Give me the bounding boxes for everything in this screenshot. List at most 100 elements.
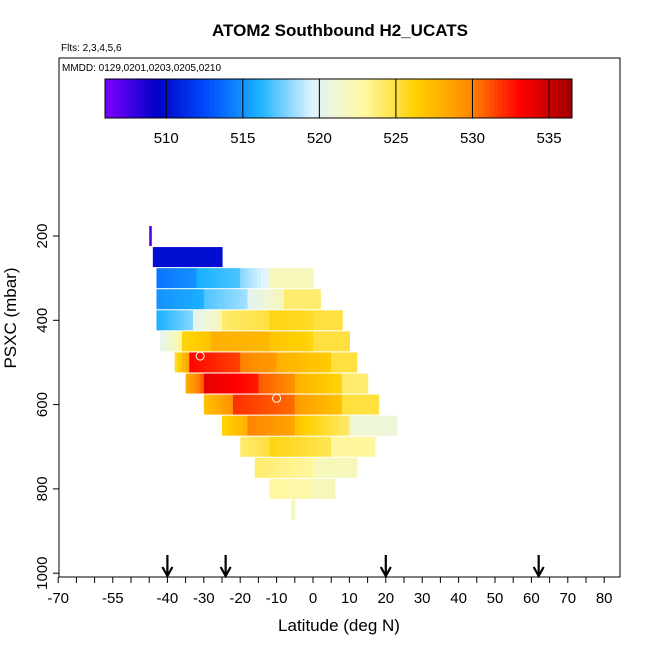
heatmap-cell [341,331,346,352]
highlight-points [195,351,282,403]
heatmap-cell [205,247,211,268]
colorbar-swatch [326,79,332,118]
heatmap-cell [338,373,343,394]
heatmap-cell [243,415,249,436]
chart-title: ATOM2 Southbound H2_UCATS [212,21,468,40]
heatmap-cell [206,331,212,352]
heatmap-cell [309,478,314,499]
heatmap-cell [258,373,264,394]
heatmap-cell [359,373,364,394]
colorbar-swatch [233,79,238,118]
heatmap-cell [241,394,246,415]
heatmap-cell [235,289,241,310]
heatmap-cell [168,268,174,289]
heatmap-cell [310,415,315,436]
colorbar-swatch [400,79,406,118]
heatmap-cell [313,331,318,352]
heatmap-cell [173,331,179,352]
colorbar-tick-label: 520 [307,130,332,147]
heatmap-cell [351,436,356,457]
colorbar-swatch [451,79,456,118]
colorbar-swatch [466,79,472,118]
heatmap-cell [343,352,349,373]
heatmap-cell [252,436,258,457]
heatmap-cell [203,289,209,310]
colorbar-swatch [416,79,421,118]
heatmap-cell [281,436,287,457]
heatmap-cell [334,373,339,394]
heatmap-cell [172,289,177,310]
heatmap-cell [349,415,354,436]
colorbar-swatch [143,79,149,118]
heatmap-cell [200,373,205,394]
heatmap-cell [240,436,245,457]
colorbar-swatch [435,79,441,118]
heatmap-cell [266,373,272,394]
heatmap-cell [191,289,197,310]
heatmap-cell [289,457,295,478]
heatmap-cell [226,415,232,436]
heatmap-cell [335,352,341,373]
heatmap-cell [282,415,288,436]
colorbar-swatch [198,79,203,118]
heatmap-cell [369,415,374,436]
heatmap-cell [388,415,394,436]
colorbar-swatch [385,79,390,118]
heatmap-cell [246,331,251,352]
heatmap-cell [380,415,386,436]
heatmap-cell [312,289,317,310]
heatmap-cell [160,247,166,268]
heatmap-cell [337,331,342,352]
heatmap-cell [294,415,300,436]
heatmap-cell [156,289,162,310]
heatmap-cell [346,394,351,415]
heatmap-cell [269,478,274,499]
heatmap-cell [222,331,228,352]
heatmap-cell [207,394,213,415]
heatmap-cell [185,247,191,268]
heatmap-cell [205,310,211,331]
heatmap-cell [245,394,251,415]
colorbar-swatch [245,79,250,118]
heatmap-cell [219,373,224,394]
heatmap-cell [198,331,204,352]
arrow-head [532,566,545,579]
heatmap-cell [269,436,275,457]
colorbar-swatch [330,79,336,118]
heatmap-cell [207,289,213,310]
colorbar-swatch [346,79,351,118]
colorbar-swatch [474,79,480,118]
heatmap-cell [306,373,312,394]
heatmap-cell [253,331,259,352]
heatmap-cell [216,352,222,373]
heatmap-cell [230,415,236,436]
heatmap-cell [289,478,294,499]
heatmap-cell [197,352,202,373]
colorbar-swatch [521,79,526,118]
colorbar-swatch [260,79,266,118]
heatmap-cell [263,289,269,310]
heatmap-cell [350,394,355,415]
x-tick-label: 20 [377,590,394,607]
heatmap-cell [358,394,363,415]
x-axis-label: Latitude (deg N) [278,616,400,635]
heatmap-cell [287,289,293,310]
heatmap-cell [230,331,235,352]
arrow-head [161,566,174,579]
heatmap-cell [200,268,206,289]
heatmap-cell [289,331,294,352]
y-axis-label: PSXC (mbar) [1,267,20,368]
heatmap-cell [152,247,158,268]
heatmap-cell [201,352,206,373]
heatmap-cell [281,331,286,352]
colorbar-swatch [447,79,452,118]
heatmap-cell [322,415,327,436]
heatmap-cell [168,331,174,352]
heatmap-cell [211,289,217,310]
heatmap-cell [321,310,327,331]
heatmap-cells [149,226,398,520]
colorbar-swatch [311,79,316,118]
heatmap-cell [298,373,304,394]
heatmap-cell [188,310,194,331]
heatmap-cell [203,394,209,415]
